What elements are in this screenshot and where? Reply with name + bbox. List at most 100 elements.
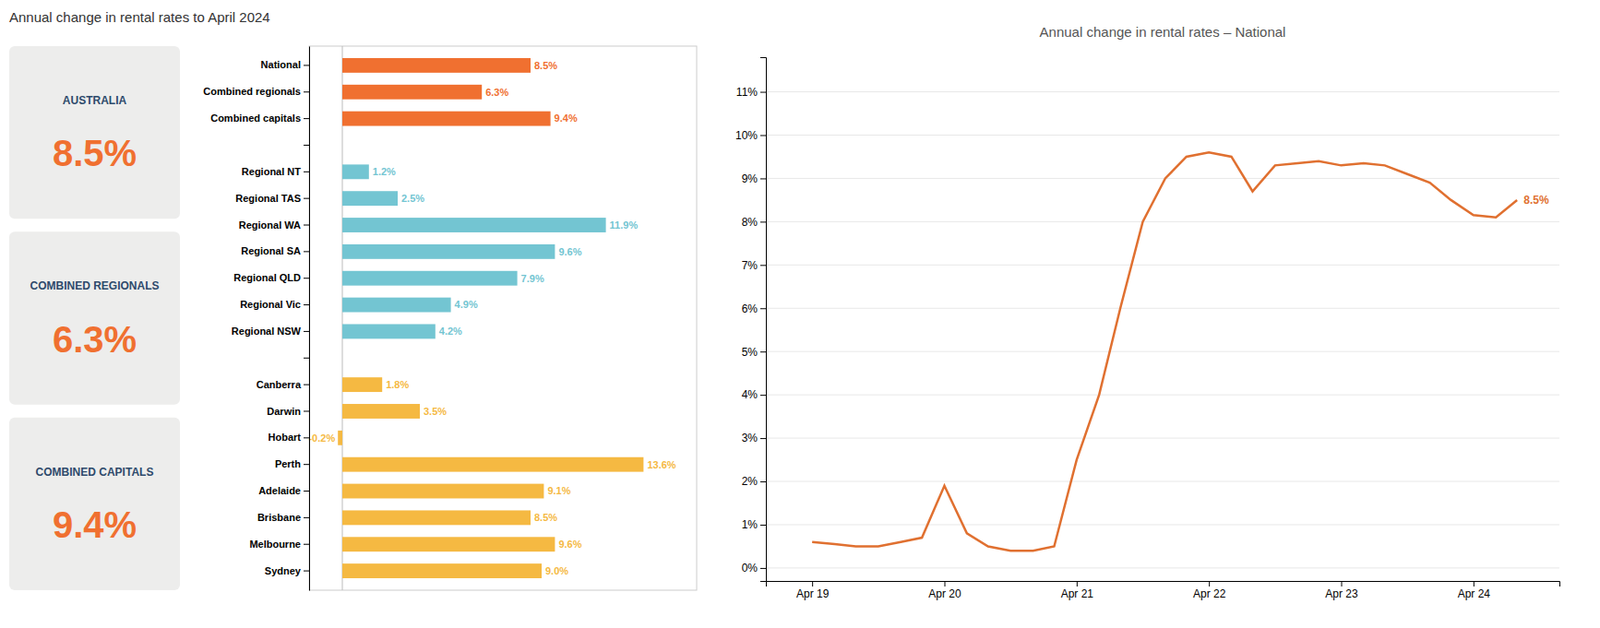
tick: Regional SA — [240, 245, 310, 257]
bar — [342, 484, 544, 500]
grid-line — [765, 308, 1560, 310]
tick-mark — [811, 581, 813, 587]
tick: Apr 20 — [928, 581, 962, 601]
tick-mark — [303, 144, 310, 146]
data-label: 4.2% — [439, 325, 463, 337]
tick: Sydney — [264, 565, 310, 577]
tick-mark — [760, 351, 766, 353]
tick-mark — [303, 250, 310, 252]
tick-label: Apr 19 — [796, 587, 830, 601]
tick-label: 9% — [741, 172, 759, 186]
tick-label: Apr 23 — [1325, 587, 1359, 601]
data-label: 1.8% — [385, 379, 409, 391]
bar — [342, 58, 531, 73]
tick-mark — [303, 91, 310, 93]
tick-mark — [303, 331, 310, 333]
tick: Apr 24 — [1457, 581, 1492, 601]
bar — [342, 164, 370, 180]
tick-label: 2% — [741, 475, 759, 489]
tick-mark — [1076, 581, 1078, 587]
tick — [303, 144, 310, 146]
chart-title: Annual change in rental rates – National — [1039, 23, 1287, 40]
data-label: 9.1% — [547, 485, 571, 497]
bars — [337, 58, 644, 579]
bar — [342, 298, 452, 313]
tick: Adelaide — [258, 485, 310, 497]
tick-label: Sydney — [264, 565, 302, 577]
bar — [342, 377, 383, 393]
tick-mark — [303, 544, 310, 546]
bar — [342, 457, 644, 473]
tick-label: 11% — [736, 85, 758, 99]
grid — [765, 92, 1560, 569]
tick-mark — [303, 198, 310, 200]
data-label: 9.6% — [558, 538, 582, 550]
data-labels: 8.5%6.3%9.4%1.2%2.5%11.9%9.6%7.9%4.9%4.2… — [308, 59, 676, 577]
tick-mark — [303, 171, 310, 173]
tick: Apr 23 — [1325, 581, 1359, 601]
chart-root: Annual change in rental rates to April 2… — [0, 0, 1600, 628]
y-axis: 0%1%2%3%4%5%6%7%8%9%10%11% — [735, 58, 767, 583]
category-axis: NationalCombined regionalsCombined capit… — [202, 47, 310, 592]
bar — [342, 271, 518, 287]
bar — [342, 111, 551, 127]
tick-label: Apr 20 — [928, 587, 962, 601]
tick-label: Apr 21 — [1061, 587, 1095, 601]
kpi-label: COMBINED REGIONALS — [29, 279, 159, 293]
tick: Hobart — [268, 431, 310, 443]
tick-label: 4% — [741, 388, 759, 402]
tick-label: 3% — [741, 431, 759, 445]
line — [811, 152, 1517, 551]
kpi-card: COMBINED REGIONALS6.3% — [9, 231, 180, 405]
tick: 3% — [741, 431, 766, 445]
tick: Melbourne — [249, 538, 310, 550]
data-label: 7.9% — [521, 273, 545, 285]
bar — [342, 244, 555, 260]
tick-label: Combined regionals — [202, 85, 301, 97]
tick-label: 10% — [735, 129, 758, 143]
tick-label: Combined capitals — [210, 112, 301, 124]
tick-mark — [760, 178, 766, 180]
tick: Apr 22 — [1193, 581, 1227, 601]
tick: 10% — [735, 129, 766, 143]
tick: Regional NT — [241, 166, 310, 178]
kpi-value: 8.5% — [52, 132, 137, 174]
tick-label: Regional QLD — [233, 272, 301, 284]
tick: 4% — [741, 388, 766, 402]
tick-label: Regional NT — [241, 166, 301, 178]
grid-line — [765, 524, 1560, 526]
bar — [342, 217, 607, 233]
tick: 5% — [741, 346, 766, 359]
tick-mark — [1208, 581, 1210, 587]
tick-mark — [760, 568, 766, 570]
tick: Regional QLD — [233, 272, 310, 284]
grid-line — [765, 91, 1560, 93]
kpi-label: COMBINED CAPITALS — [35, 465, 155, 479]
tick: 11% — [736, 85, 766, 99]
tick-label: Regional Vic — [239, 298, 301, 311]
tick-mark — [303, 571, 310, 573]
tick: Regional Vic — [239, 298, 310, 311]
tick-label: Hobart — [268, 431, 302, 443]
kpi-card: AUSTRALIA8.5% — [9, 46, 180, 219]
tick: 6% — [741, 302, 766, 316]
tick: 0% — [741, 561, 766, 575]
tick: Perth — [274, 458, 310, 470]
tick-mark — [760, 92, 766, 94]
kpi-value: 9.4% — [52, 504, 137, 546]
grid-line — [765, 394, 1560, 396]
chart-title: Annual change in rental rates to April 2… — [9, 9, 271, 25]
data-label: -0.2% — [308, 432, 335, 444]
grid-line — [765, 134, 1560, 136]
tick-label: Perth — [274, 458, 301, 470]
tick-label: 0% — [741, 561, 759, 575]
tick-label: Darwin — [266, 405, 301, 417]
axis-line — [766, 582, 1561, 588]
data-label: 9.4% — [554, 112, 578, 124]
tick — [303, 358, 310, 359]
kpi-card: COMBINED CAPITALS 9.4% — [9, 417, 180, 591]
annotation: 8.5% — [1523, 193, 1550, 207]
tick: 8% — [741, 215, 766, 229]
tick-mark — [303, 517, 310, 519]
tick: 1% — [741, 518, 766, 532]
